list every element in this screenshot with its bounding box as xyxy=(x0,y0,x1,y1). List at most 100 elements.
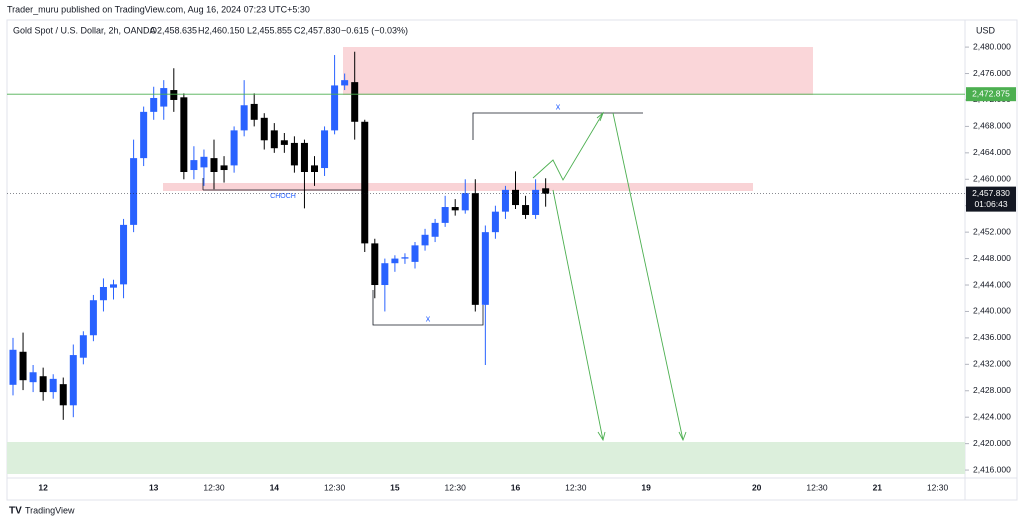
y-tick-label: 2,424.000 xyxy=(973,411,1011,421)
candle-body xyxy=(210,158,218,173)
level-label: 2,472.875 xyxy=(972,88,1010,98)
y-tick-label: 2,476.000 xyxy=(973,68,1011,78)
candle-body xyxy=(331,85,339,131)
candle-body xyxy=(230,130,238,166)
candle-body xyxy=(79,335,87,358)
candle-body xyxy=(19,351,27,381)
x-tick-label: 12:30 xyxy=(927,482,949,492)
candle-body xyxy=(180,97,188,173)
y-tick-label: 2,464.000 xyxy=(973,147,1011,157)
y-tick-label: 2,460.000 xyxy=(973,174,1011,184)
y-tick-label: 2,448.000 xyxy=(973,253,1011,263)
candle-body xyxy=(471,193,479,305)
candle-body xyxy=(381,263,389,286)
candle-body xyxy=(401,257,409,259)
candle-body xyxy=(532,189,540,215)
y-tick-label: 2,452.000 xyxy=(973,226,1011,236)
candle-body xyxy=(69,355,77,406)
candle-body xyxy=(260,117,268,141)
supply-zone xyxy=(343,47,813,95)
candle-body xyxy=(280,140,288,145)
y-tick-label: 2,480.000 xyxy=(973,41,1011,51)
y-tick-label: 2,420.000 xyxy=(973,438,1011,448)
x-tick-label: 12:30 xyxy=(806,482,828,492)
candle-body xyxy=(290,142,298,166)
chart-frame xyxy=(6,19,1018,501)
symbol: Gold Spot / U.S. Dollar, 2h, OANDA xyxy=(13,25,156,35)
x-tick-label: 12 xyxy=(38,482,48,492)
candle-body xyxy=(411,245,419,262)
x-tick-label: 13 xyxy=(149,482,159,492)
currency: USD xyxy=(976,25,996,35)
candle-body xyxy=(371,243,379,286)
candle-body xyxy=(200,156,208,168)
candle-body xyxy=(341,80,349,86)
x-tick-label: 12:30 xyxy=(324,482,346,492)
candle-body xyxy=(150,97,158,112)
candle-body xyxy=(120,224,128,285)
y-tick-label: 2,432.000 xyxy=(973,359,1011,369)
candle-body xyxy=(160,88,168,107)
candle-body xyxy=(512,189,519,206)
x-tick-label: 20 xyxy=(752,482,762,492)
candle-body xyxy=(351,82,359,122)
y-tick-label: 2,444.000 xyxy=(973,279,1011,289)
candle-body xyxy=(300,142,308,173)
countdown: 01:06:43 xyxy=(974,199,1007,209)
choch-zone xyxy=(163,183,753,191)
x-tick-label: 12:30 xyxy=(565,482,587,492)
candle-body xyxy=(501,189,509,212)
candle-body xyxy=(361,121,369,244)
x-tick-label: 12:30 xyxy=(203,482,225,492)
demand-zone xyxy=(7,442,965,474)
x-tick-label: 16 xyxy=(511,482,521,492)
candle-body xyxy=(99,287,107,301)
y-tick-label: 2,416.000 xyxy=(973,464,1011,474)
candle-body xyxy=(461,193,469,211)
candle-body xyxy=(522,205,530,215)
ohlc-low: L2,455.855 xyxy=(247,25,292,35)
candle-body xyxy=(190,160,198,171)
ohlc-change: −0.615 (−0.03%) xyxy=(341,25,408,35)
x-tick-label: 12:30 xyxy=(445,482,467,492)
candle-body xyxy=(9,349,17,385)
ohlc-open: O2,458.635 xyxy=(150,25,197,35)
range-label: x xyxy=(556,101,561,111)
candle-body xyxy=(39,376,47,393)
choch-label: CHOCH xyxy=(270,193,296,200)
candle-body xyxy=(441,207,449,223)
candle-body xyxy=(491,211,499,233)
footer: TradingView xyxy=(25,505,75,515)
ohlc-high: H2,460.150 xyxy=(198,25,245,35)
publisher: Trader_muru published on TradingView.com… xyxy=(7,4,310,14)
candle-body xyxy=(542,188,550,194)
candle-body xyxy=(29,372,37,383)
y-tick-label: 2,440.000 xyxy=(973,306,1011,316)
candle-body xyxy=(240,105,248,131)
candle-body xyxy=(451,207,459,211)
candle-body xyxy=(89,300,97,336)
candle-body xyxy=(130,158,138,225)
low-range xyxy=(372,290,484,326)
x-tick-label: 21 xyxy=(873,482,883,492)
x-tick-label: 19 xyxy=(641,482,651,492)
x-tick-label: 15 xyxy=(390,482,400,492)
candle-body xyxy=(311,165,318,173)
candle-body xyxy=(140,111,148,159)
candle-body xyxy=(481,232,489,305)
candle-body xyxy=(170,90,178,100)
candle-body xyxy=(270,130,278,149)
high-range xyxy=(472,112,643,140)
candle-body xyxy=(110,284,117,288)
y-tick-label: 2,428.000 xyxy=(973,385,1011,395)
last-price-label: 2,457.830 xyxy=(972,188,1010,198)
range-label: x xyxy=(426,313,431,323)
y-tick-label: 2,468.000 xyxy=(973,121,1011,131)
ohlc-close: C2,457.830 xyxy=(294,25,341,35)
candle-body xyxy=(220,165,228,171)
candle-body xyxy=(431,222,439,237)
x-tick-label: 14 xyxy=(270,482,280,492)
candle-body xyxy=(391,258,399,264)
